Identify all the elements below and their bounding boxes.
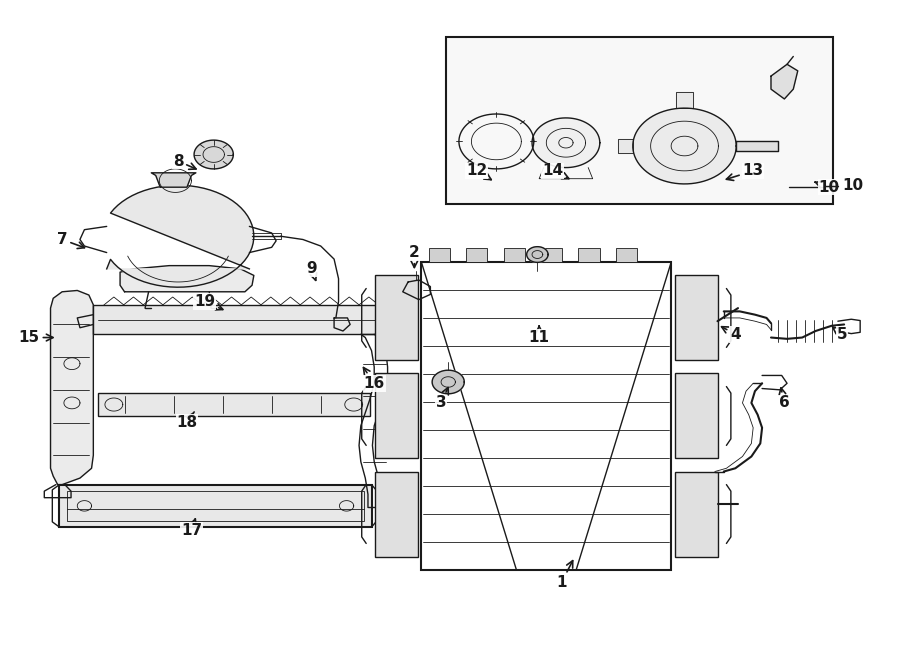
Text: 10: 10 [842,178,863,193]
Bar [428,248,450,262]
Bar [98,393,370,416]
Bar [421,262,671,569]
Bar [375,275,418,360]
Polygon shape [526,247,548,262]
Bar [375,373,418,459]
Bar [675,471,717,557]
Bar [579,248,599,262]
Text: 3: 3 [436,387,448,410]
Text: 8: 8 [173,154,196,169]
Polygon shape [107,185,254,287]
Bar [675,275,717,360]
Text: 15: 15 [19,330,53,345]
Bar [541,248,562,262]
Polygon shape [151,173,196,187]
Bar [616,248,637,262]
Text: 10: 10 [814,179,840,195]
Bar [375,471,418,557]
Polygon shape [771,64,797,99]
Text: 7: 7 [57,232,85,248]
Text: 12: 12 [466,164,491,180]
Polygon shape [532,118,599,167]
Text: 6: 6 [779,388,790,410]
Bar [67,491,364,520]
Bar [59,485,372,527]
Polygon shape [432,370,464,394]
Text: 9: 9 [307,261,317,281]
Text: 18: 18 [176,412,197,430]
Polygon shape [50,291,94,485]
Bar [94,305,388,334]
Text: 2: 2 [409,245,419,267]
Bar [446,37,833,203]
Polygon shape [617,140,633,152]
Bar [503,248,525,262]
Bar [466,248,488,262]
Text: 17: 17 [181,519,202,538]
Polygon shape [676,93,693,108]
Text: 19: 19 [194,294,223,310]
Text: 11: 11 [528,326,550,345]
Text: 14: 14 [542,164,569,179]
Text: 13: 13 [726,164,764,181]
Text: 1: 1 [556,561,572,590]
Bar [675,373,717,459]
Polygon shape [194,140,233,169]
Polygon shape [120,265,254,292]
Text: 5: 5 [832,327,848,342]
Polygon shape [736,141,778,151]
Text: 16: 16 [364,367,385,391]
Text: 4: 4 [722,327,741,342]
Polygon shape [633,108,736,184]
